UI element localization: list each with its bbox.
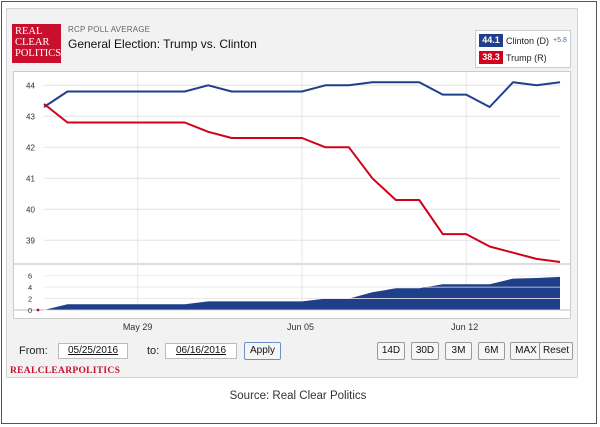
y-tick-label: 43 [26, 112, 35, 121]
range-max-button[interactable]: MAX [510, 342, 542, 360]
trump-value-badge: 38.3 [479, 51, 503, 64]
y-tick-label: 41 [26, 174, 35, 183]
range-6m-button[interactable]: 6M [478, 342, 505, 360]
poll-average-label: RCP POLL AVERAGE [68, 25, 151, 34]
clinton-label: Clinton (D) [506, 35, 550, 46]
spread-area [44, 276, 560, 310]
logo-line-2: CLEAR [15, 37, 50, 48]
range-30d-button[interactable]: 30D [411, 342, 439, 360]
logo-line-3: POLITICS [15, 48, 62, 59]
spread-y-tick-label: 4 [28, 283, 32, 292]
x-tick-label: Jun 12 [451, 322, 479, 332]
spread-y-tick-label: 2 [28, 295, 32, 304]
chart-title: General Election: Trump vs. Clinton [68, 37, 257, 51]
line-chart: 39 40 41 42 43 44 0 2 4 6 [14, 72, 570, 315]
plot-area: 39 40 41 42 43 44 0 2 4 6 [13, 71, 571, 319]
spread-y-tick-label: 6 [28, 272, 32, 281]
clinton-spread: +5.8 [553, 37, 567, 44]
legend: 44.1 Clinton (D) +5.8 38.3 Trump (R) [475, 30, 571, 68]
reset-button[interactable]: Reset [539, 342, 573, 360]
logo-line-1: REAL [15, 26, 43, 37]
x-tick-label: May 29 [122, 322, 153, 332]
legend-item-clinton[interactable]: 44.1 Clinton (D) +5.8 [479, 34, 567, 47]
trump-label: Trump (R) [506, 52, 547, 63]
x-axis-labels: May 29 Jun 05 Jun 12 [13, 322, 571, 336]
spread-y-tick-label: 0 [28, 306, 32, 315]
range-14d-button[interactable]: 14D [377, 342, 405, 360]
source-caption: Source: Real Clear Politics [229, 390, 367, 402]
y-tick-label: 40 [26, 205, 35, 214]
footer-logo: REALCLEARPOLITICS [10, 366, 121, 376]
spread-zero-marker [36, 308, 40, 312]
y-tick-label: 42 [26, 143, 35, 152]
to-label: to: [147, 345, 160, 357]
range-3m-button[interactable]: 3M [445, 342, 472, 360]
apply-button[interactable]: Apply [244, 342, 281, 360]
clinton-value-badge: 44.1 [479, 34, 503, 47]
x-tick-label: Jun 05 [287, 322, 315, 332]
y-tick-label: 39 [26, 236, 35, 245]
legend-item-trump[interactable]: 38.3 Trump (R) [479, 51, 547, 64]
date-range-toolbar: From: 05/25/2016 to: 06/16/2016 Apply 14… [13, 341, 573, 363]
from-date-input[interactable]: 05/25/2016 [58, 343, 128, 359]
rcp-logo: REAL CLEAR POLITICS [12, 24, 61, 63]
from-label: From: [19, 345, 48, 357]
y-tick-label: 44 [26, 81, 35, 90]
to-date-input[interactable]: 06/16/2016 [165, 343, 237, 359]
